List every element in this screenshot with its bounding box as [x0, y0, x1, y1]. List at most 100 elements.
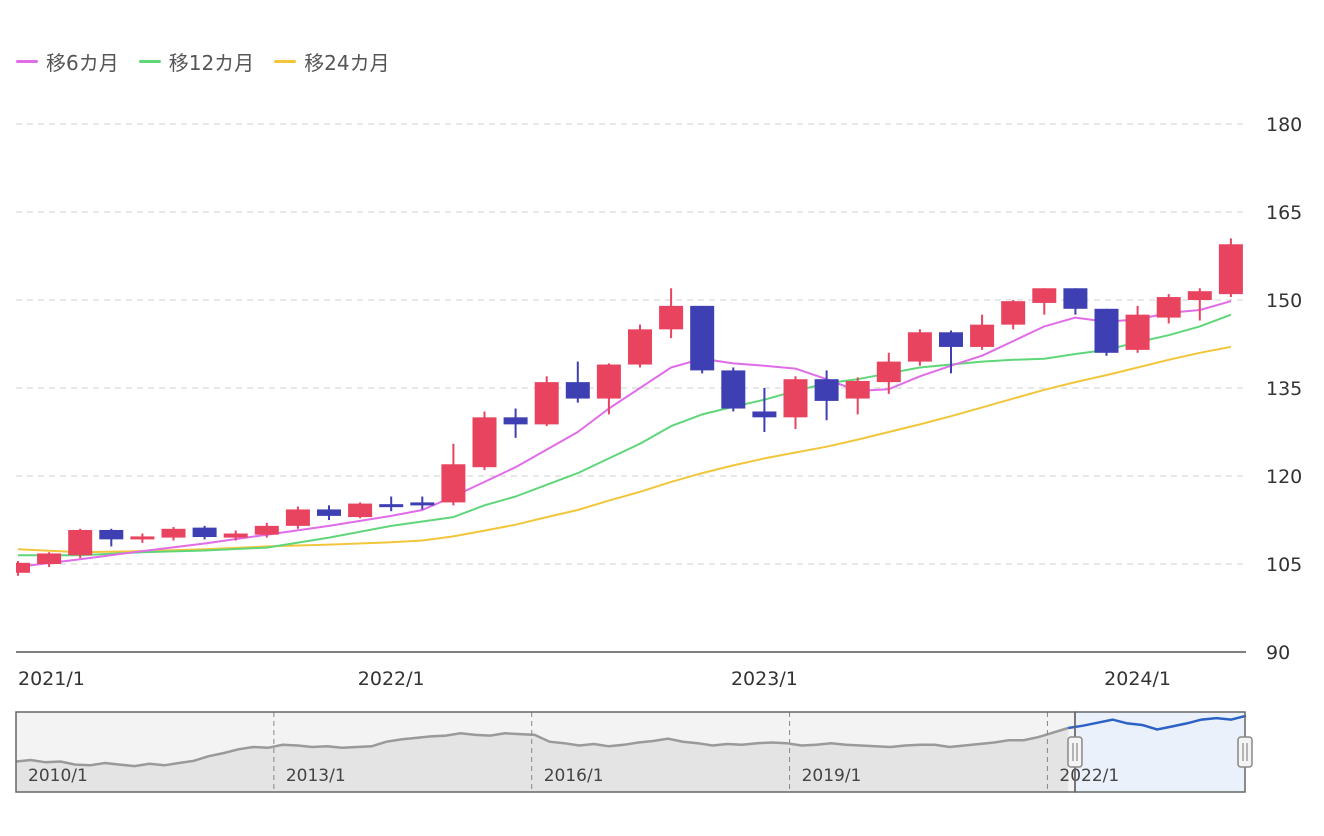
candle-10: [317, 505, 341, 520]
candle-8: [254, 522, 279, 538]
candle-body: [970, 324, 995, 347]
candle-body: [1001, 301, 1026, 325]
candle-21: [659, 288, 684, 339]
candle-body: [814, 379, 839, 401]
x-axis-labels: 2021/1 2022/1 2023/1 2024/1: [18, 668, 1171, 690]
y-tick-label-165: 165: [1266, 202, 1302, 224]
candle-1: [37, 552, 62, 567]
candle-body: [99, 529, 124, 540]
candle-body: [503, 417, 528, 425]
candle-15: [472, 411, 497, 471]
ma6-line: [17, 300, 1232, 568]
legend-label-ma6: 移6カ月: [46, 50, 119, 75]
candle-27: [845, 377, 870, 415]
candle-5: [161, 527, 186, 541]
candle-9: [285, 506, 310, 529]
navigator-left-handle[interactable]: [1067, 736, 1083, 768]
candle-body: [1218, 244, 1243, 295]
navigator-label-2016/1: 2016/1: [544, 766, 604, 786]
x-tick-label-2021/1: 2021/1: [18, 668, 85, 690]
candle-body: [379, 504, 404, 508]
candle-11: [348, 502, 373, 519]
candle-body: [1032, 288, 1057, 303]
candle-body: [285, 509, 310, 526]
navigator-selection[interactable]: [1074, 712, 1245, 792]
candle-body: [628, 329, 652, 365]
ma24-line: [17, 345, 1232, 554]
candle-16: [503, 408, 528, 438]
candle-3: [99, 528, 124, 547]
navigator-line-selected: [1068, 714, 1247, 731]
candle-body: [410, 502, 435, 506]
candle-12: [379, 496, 404, 512]
candle-body: [161, 528, 186, 538]
navigator-right-handle[interactable]: [1237, 736, 1253, 768]
range-navigator[interactable]: 2010/1 2013/1 2016/1 2019/1 2022/1: [15, 711, 1253, 793]
candle-body: [441, 464, 466, 503]
x-tick-label-2022/1: 2022/1: [358, 668, 425, 690]
y-tick-label-135: 135: [1266, 378, 1302, 400]
candle-body: [659, 305, 684, 330]
x-tick-label-2024/1: 2024/1: [1104, 668, 1171, 690]
candle-23: [721, 367, 746, 412]
candle-4: [130, 533, 155, 543]
candle-body: [1125, 314, 1150, 350]
candle-body: [690, 305, 715, 371]
y-tick-label-90: 90: [1266, 642, 1290, 664]
y-tick-label-150: 150: [1266, 290, 1302, 312]
candle-body: [68, 529, 93, 556]
candle-37: [1156, 294, 1181, 324]
candle-39: [1218, 238, 1243, 298]
candle-24: [752, 388, 777, 432]
y-axis-labels: 90 105 120 135 150 165 180: [1266, 114, 1302, 664]
candle-body: [472, 417, 497, 468]
candle-19: [596, 363, 621, 415]
legend-swatch-ma24: [274, 59, 297, 63]
candle-body: [783, 379, 808, 418]
navigator-label-2019/1: 2019/1: [802, 766, 862, 786]
candle-body: [254, 525, 279, 535]
ma12-line: [18, 313, 1232, 557]
legend-label-ma24: 移24カ月: [304, 50, 390, 75]
candle-0: [16, 561, 30, 576]
candle-body: [845, 380, 870, 399]
candle-26: [814, 370, 839, 421]
candle-2: [68, 528, 93, 559]
moving-average-lines: [17, 300, 1232, 568]
handle-body[interactable]: [1067, 736, 1083, 768]
candle-body: [534, 382, 559, 425]
candles: [16, 238, 1243, 576]
candle-6: [192, 525, 217, 540]
candle-body: [1156, 297, 1181, 318]
legend-item-ma24[interactable]: 移24カ月: [274, 47, 390, 76]
candle-body: [752, 411, 777, 418]
chart-legend: 移6カ月 移12カ月 移24カ月: [16, 44, 390, 78]
candle-30: [939, 330, 963, 374]
candle-body: [721, 370, 746, 409]
candle-body: [1187, 291, 1212, 300]
candle-body: [876, 361, 901, 383]
candle-32: [1001, 300, 1026, 330]
candle-17: [534, 376, 559, 427]
candle-body: [130, 536, 155, 540]
candle-29: [907, 329, 932, 366]
candle-31: [970, 314, 995, 350]
candle-body: [939, 332, 963, 347]
x-tick-label-2023/1: 2023/1: [731, 668, 798, 690]
navigator-label-2022/1: 2022/1: [1059, 766, 1119, 786]
legend-item-ma6[interactable]: 移6カ月: [16, 47, 119, 76]
candle-14: [441, 443, 466, 506]
candle-33: [1032, 288, 1057, 315]
candle-22: [690, 305, 715, 374]
candle-18: [565, 361, 590, 403]
y-tick-label-120: 120: [1266, 466, 1302, 488]
handle-body[interactable]: [1237, 736, 1253, 768]
navigator-label-2010/1: 2010/1: [28, 766, 88, 786]
legend-item-ma12[interactable]: 移12カ月: [138, 47, 254, 76]
candle-body: [16, 562, 30, 573]
candle-body: [1063, 288, 1088, 309]
candle-38: [1187, 288, 1212, 321]
candle-body: [565, 382, 590, 399]
candle-body: [317, 509, 341, 516]
candle-36: [1125, 305, 1150, 353]
